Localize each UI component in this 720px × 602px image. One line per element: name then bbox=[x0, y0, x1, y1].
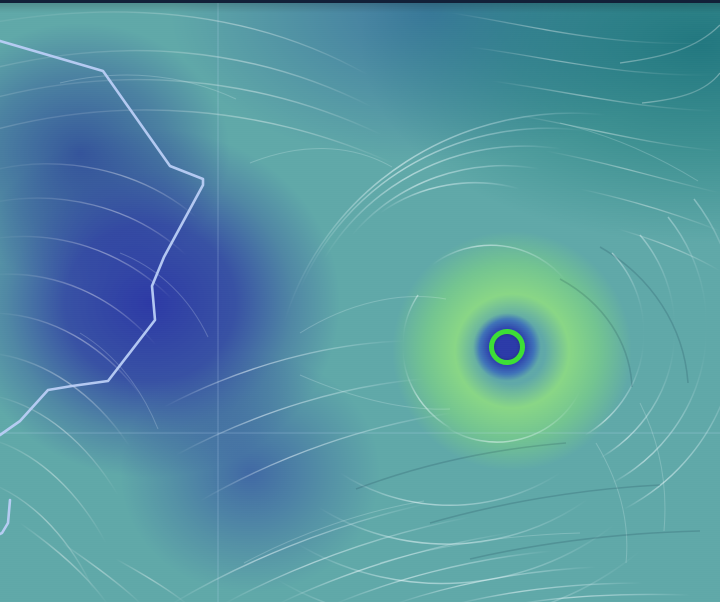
storm-eye-marker[interactable] bbox=[489, 329, 525, 365]
coastline-mainland-coast bbox=[0, 39, 205, 437]
coastline-layer bbox=[0, 3, 720, 602]
coastline-island-fragment bbox=[0, 498, 12, 536]
streamline-particle-layer bbox=[0, 3, 720, 602]
graticule-layer bbox=[0, 3, 720, 602]
streamline-shadow-layer bbox=[0, 3, 720, 602]
eyewall-highlight-overlay bbox=[0, 3, 720, 602]
